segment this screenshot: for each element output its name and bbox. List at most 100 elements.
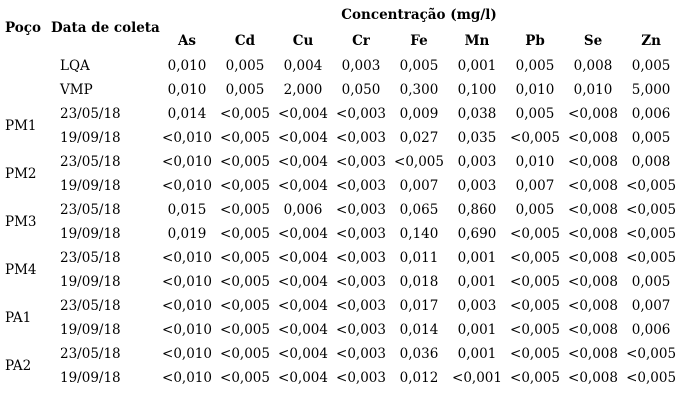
value-cell: <0,005 xyxy=(510,322,560,339)
value-cell: <0,003 xyxy=(336,370,386,387)
collection-date: 23/05/18 xyxy=(60,346,121,363)
collection-date: 19/09/18 xyxy=(60,130,121,147)
value-cell: <0,005 xyxy=(626,370,677,387)
value-cell: 0,014 xyxy=(399,322,439,339)
value-cell: 0,860 xyxy=(457,202,497,219)
value-cell: 0,015 xyxy=(167,202,207,219)
collection-date: 23/05/18 xyxy=(60,106,121,123)
well-label: PM2 xyxy=(5,166,37,183)
value-cell: <0,005 xyxy=(510,250,560,267)
value-cell: 0,012 xyxy=(399,370,439,387)
table-row: PM1 23/05/18 0,014 <0,005 <0,004 <0,003 0,009 0… xyxy=(0,103,680,134)
value-cell: <0,008 xyxy=(568,226,618,243)
value-cell: <0,005 xyxy=(220,178,270,195)
value-cell: 0,019 xyxy=(167,226,207,243)
value-cell: <0,003 xyxy=(336,226,386,243)
value-cell: <0,008 xyxy=(568,346,618,363)
value-cell: 0,690 xyxy=(457,226,497,243)
table-body: LQA 0,010 0,005 0,004 0,003 0,005 0,001 0,005 0,… xyxy=(0,55,680,391)
collection-date: VMP xyxy=(60,82,93,99)
value-cell: <0,010 xyxy=(162,322,212,339)
value-cell: 0,005 xyxy=(515,202,555,219)
value-cell: <0,003 xyxy=(336,178,386,195)
value-cell: 0,017 xyxy=(399,298,439,315)
value-cell: 0,010 xyxy=(515,82,555,99)
value-cell: <0,005 xyxy=(220,250,270,267)
value-cell: 0,001 xyxy=(457,346,497,363)
value-cell: 0,005 xyxy=(515,106,555,123)
value-cell: <0,004 xyxy=(278,250,328,267)
collection-date: 23/05/18 xyxy=(60,250,121,267)
table-row: 19/09/18 0,019 <0,005 <0,004 <0,003 0,140 0,69… xyxy=(0,223,680,247)
value-cell: 0,050 xyxy=(341,82,381,99)
well-label: PM4 xyxy=(5,262,37,279)
value-cell: 5,000 xyxy=(631,82,671,99)
column-header-cd: Cd xyxy=(234,32,256,49)
column-header-pb: Pb xyxy=(525,32,545,49)
table-row: VMP 0,010 0,005 2,000 0,050 0,300 0,100 0,010 0,… xyxy=(0,79,680,103)
value-cell: 0,010 xyxy=(167,58,207,75)
value-cell: <0,010 xyxy=(162,250,212,267)
value-cell: 0,038 xyxy=(457,106,497,123)
value-cell: <0,004 xyxy=(278,298,328,315)
table-row: 19/09/18 <0,010 <0,005 <0,004 <0,003 0,007 0,0… xyxy=(0,175,680,199)
concentration-table: Poço Data de coleta Concentração (mg/l) … xyxy=(0,3,680,391)
value-cell: <0,005 xyxy=(220,370,270,387)
value-cell: <0,005 xyxy=(510,274,560,291)
value-cell: <0,010 xyxy=(162,130,212,147)
value-cell: <0,010 xyxy=(162,298,212,315)
value-cell: 0,010 xyxy=(515,154,555,171)
value-cell: 0,006 xyxy=(631,322,671,339)
collection-date: 19/09/18 xyxy=(60,178,121,195)
value-cell: <0,004 xyxy=(278,106,328,123)
value-cell: <0,005 xyxy=(394,154,444,171)
value-cell: 0,005 xyxy=(631,274,671,291)
value-cell: 0,100 xyxy=(457,82,497,99)
collection-date: 19/09/18 xyxy=(60,370,121,387)
value-cell: <0,005 xyxy=(510,130,560,147)
value-cell: 0,003 xyxy=(457,154,497,171)
value-cell: <0,004 xyxy=(278,226,328,243)
value-cell: 0,001 xyxy=(457,58,497,75)
value-cell: 0,003 xyxy=(457,298,497,315)
value-cell: 0,001 xyxy=(457,250,497,267)
value-cell: <0,005 xyxy=(626,250,677,267)
table-row: PA1 23/05/18 <0,010 <0,005 <0,004 <0,003 0,017… xyxy=(0,295,680,326)
well-label: PA1 xyxy=(5,310,32,327)
value-cell: 0,008 xyxy=(631,154,671,171)
value-cell: 0,006 xyxy=(631,106,671,123)
column-header-data-de-coleta: Data de coleta xyxy=(51,20,160,37)
collection-date: 23/05/18 xyxy=(60,154,121,171)
value-cell: <0,005 xyxy=(626,226,677,243)
page: { "table": { "group_header": "Concentraç… xyxy=(0,3,690,411)
value-cell: <0,005 xyxy=(220,346,270,363)
value-cell: <0,005 xyxy=(220,274,270,291)
value-cell: <0,003 xyxy=(336,346,386,363)
value-cell: <0,008 xyxy=(568,370,618,387)
value-cell: <0,008 xyxy=(568,274,618,291)
value-cell: <0,005 xyxy=(510,346,560,363)
value-cell: <0,003 xyxy=(336,154,386,171)
value-cell: 0,018 xyxy=(399,274,439,291)
well-label: PA2 xyxy=(5,358,32,375)
value-cell: <0,004 xyxy=(278,130,328,147)
element-header-row: As Cd Cu Cr Fe Mn Pb Se Zn xyxy=(0,28,680,55)
value-cell: <0,005 xyxy=(220,154,270,171)
value-cell: 0,001 xyxy=(457,322,497,339)
value-cell: <0,001 xyxy=(452,370,502,387)
value-cell: 0,007 xyxy=(399,178,439,195)
value-cell: 0,005 xyxy=(225,58,265,75)
value-cell: <0,010 xyxy=(162,178,212,195)
collection-date: 19/09/18 xyxy=(60,274,121,291)
value-cell: <0,005 xyxy=(510,298,560,315)
collection-date: 23/05/18 xyxy=(60,202,121,219)
value-cell: <0,005 xyxy=(510,370,560,387)
value-cell: <0,004 xyxy=(278,154,328,171)
collection-date: 19/09/18 xyxy=(60,226,121,243)
value-cell: <0,003 xyxy=(336,298,386,315)
value-cell: 0,003 xyxy=(341,58,381,75)
value-cell: <0,005 xyxy=(220,298,270,315)
value-cell: <0,004 xyxy=(278,322,328,339)
value-cell: <0,008 xyxy=(568,322,618,339)
value-cell: <0,008 xyxy=(568,130,618,147)
